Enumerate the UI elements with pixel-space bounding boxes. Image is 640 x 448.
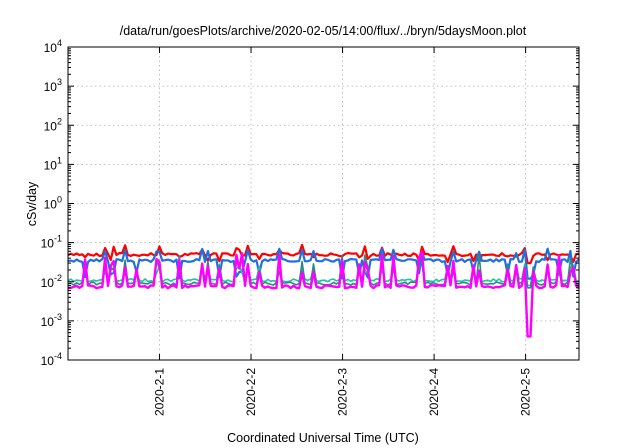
series-layer: [67, 243, 580, 338]
chart-title: /data/run/goesPlots/archive/2020-02-05/1…: [120, 24, 527, 38]
grid-layer: [68, 47, 579, 360]
series-line-5: [67, 250, 580, 338]
x-tick-label: 2020-2-3: [336, 368, 350, 416]
x-tick-labels: 2020-2-1 2020-2-2 2020-2-3 2020-2-4 2020-2-5: [153, 368, 533, 416]
y-tick-label: 10-3: [41, 312, 62, 329]
y-tick-labels: 10-4 10-3 10-2 10-1 100 101 102 103 104: [41, 38, 62, 368]
x-tick-label: 2020-2-1: [153, 368, 167, 416]
y-tick-label: 104: [44, 38, 62, 55]
x-axis-label: Coordinated Universal Time (UTC): [227, 431, 419, 445]
y-tick-label: 103: [44, 77, 62, 94]
x-tick-label: 2020-2-4: [427, 368, 441, 416]
series-line-1: [67, 243, 580, 265]
x-tick-label: 2020-2-2: [244, 368, 258, 416]
x-tick-label: 2020-2-5: [519, 368, 533, 416]
y-tick-label: 10-1: [41, 234, 62, 251]
y-tick-label: 10-2: [41, 273, 62, 290]
y-axis-label: cSv/day: [25, 181, 39, 226]
series-line-3: [67, 262, 580, 287]
y-tick-label: 101: [44, 155, 62, 172]
series-line-2: [67, 247, 580, 280]
y-tick-label: 100: [44, 195, 62, 212]
y-tick-label: 10-4: [41, 351, 62, 368]
y-tick-label: 102: [44, 116, 62, 133]
tick-layer: [68, 46, 579, 361]
